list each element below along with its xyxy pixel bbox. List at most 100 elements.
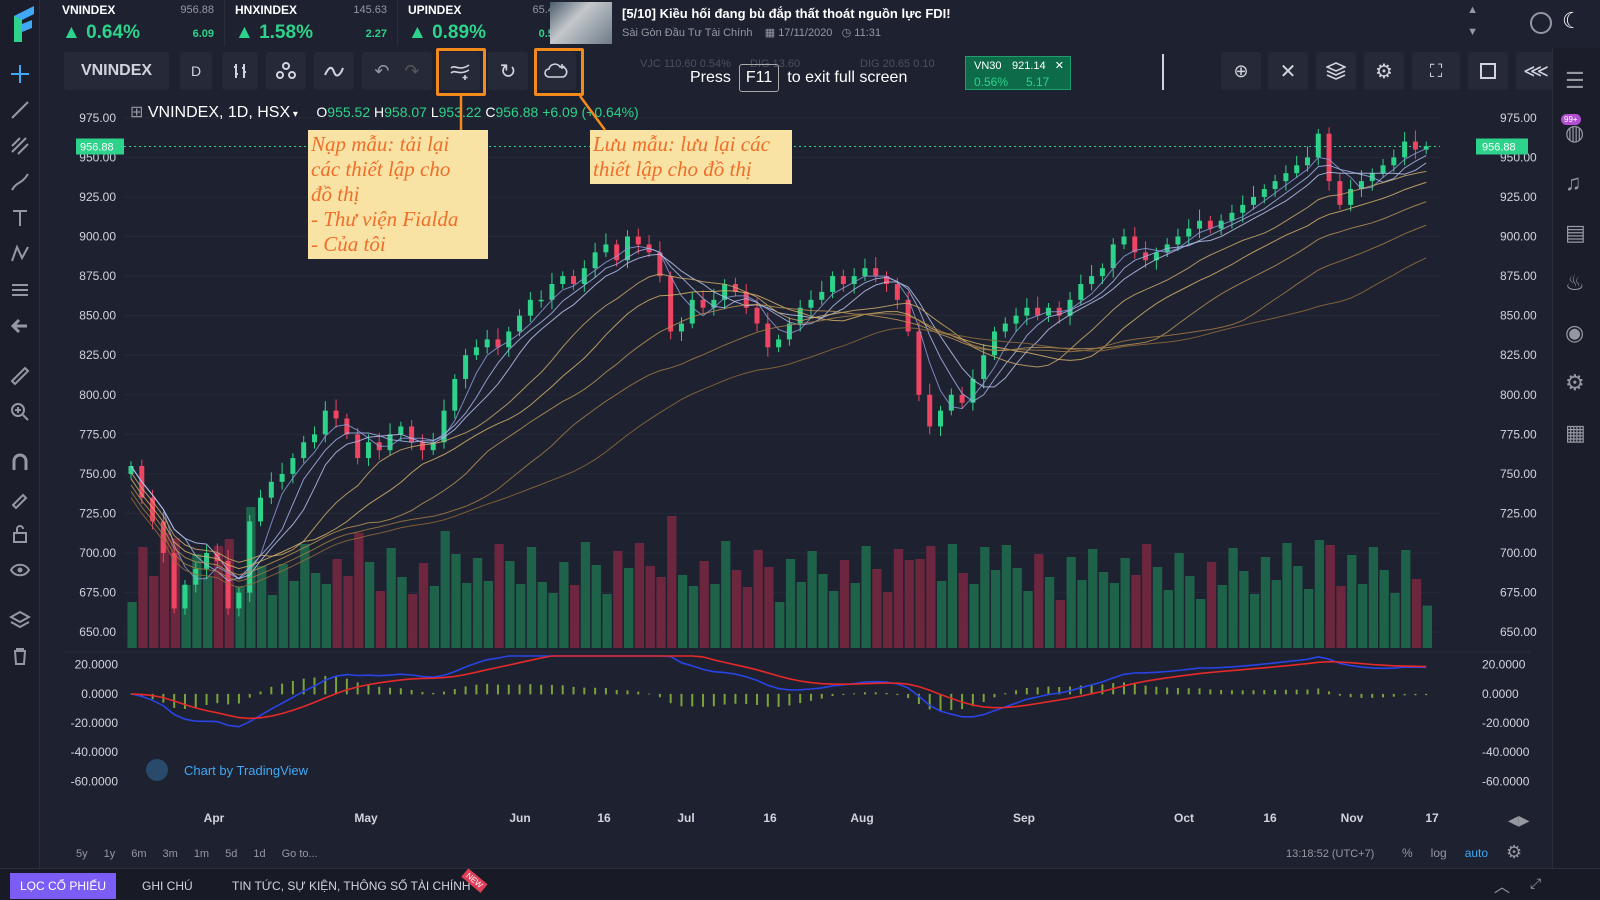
bell-icon[interactable]: ♫ — [1565, 170, 1582, 195]
news-ticker[interactable]: [5/10] Kiều hối đang bù đắp thất thoát n… — [550, 0, 1492, 46]
zoom-in-icon[interactable] — [6, 398, 34, 426]
bar-style-icon[interactable] — [222, 52, 258, 90]
ma-line — [130, 224, 1427, 582]
range-6[interactable]: 1d — [253, 848, 266, 860]
vn30-close-icon[interactable]: ✕ — [1054, 60, 1064, 72]
compare-icon[interactable] — [266, 52, 306, 90]
object-tree-icon[interactable] — [1316, 52, 1356, 90]
range-4[interactable]: 1m — [193, 848, 210, 860]
scale-option[interactable]: % — [1402, 846, 1413, 860]
ruler-icon[interactable] — [6, 362, 34, 390]
magnet-icon[interactable] — [6, 448, 34, 476]
layers-icon[interactable] — [6, 606, 34, 634]
volume-bar — [818, 574, 828, 648]
news-headline[interactable]: [5/10] Kiều hối đang bù đắp thất thoát n… — [622, 6, 951, 21]
interval-button[interactable]: D — [180, 52, 212, 90]
news-up-icon[interactable]: ▲ — [1467, 4, 1478, 16]
vn30-ticker[interactable]: VN30 921.14 ✕ 0.56% 5.17 — [965, 56, 1071, 90]
scroll-arrows-icon[interactable]: ◀▶ — [1508, 812, 1530, 828]
trash-icon[interactable] — [6, 642, 34, 670]
ticker-vnindex[interactable]: VNINDEX 956.88 ▲ 0.64% 6.09 — [52, 0, 225, 46]
save-template-icon[interactable] — [536, 52, 576, 90]
theme-dark-icon[interactable]: ☾ — [1562, 8, 1582, 33]
chart-settings-icon[interactable]: ⚙ — [1506, 842, 1523, 862]
range-3[interactable]: 3m — [162, 848, 178, 860]
clipboard-icon[interactable]: ▤ — [1565, 220, 1586, 245]
redo-icon[interactable]: ↷ — [404, 60, 420, 81]
last-price-label-left: 956.88 — [80, 142, 114, 154]
indicators-icon[interactable] — [314, 52, 354, 90]
calendar-grid-icon[interactable]: ▦ — [1565, 420, 1586, 445]
trend-line-icon[interactable] — [6, 96, 34, 124]
eye-icon[interactable] — [6, 556, 34, 584]
chat-icon[interactable]: ◉ — [1565, 320, 1585, 345]
ticker-change: 2.27 — [365, 28, 387, 40]
candle-body — [970, 378, 976, 403]
candle-body — [538, 299, 544, 302]
reset-icon[interactable]: ↻ — [488, 52, 528, 90]
close-icon[interactable]: ✕ — [1268, 52, 1308, 90]
legend-open: 955.52 — [327, 104, 371, 120]
pattern-icon[interactable] — [6, 240, 34, 268]
arrow-left-icon[interactable] — [6, 312, 34, 340]
scale-option[interactable]: log — [1430, 846, 1447, 860]
price-tick-left: 950.00 — [79, 150, 116, 164]
text-tool-icon[interactable] — [6, 204, 34, 232]
undo-icon[interactable]: ↶ — [374, 60, 390, 81]
symbol-search-button[interactable]: VNINDEX — [64, 52, 169, 90]
ticker-hnxindex[interactable]: HNXINDEX 145.63 ▲ 1.58% 2.27 — [225, 0, 398, 46]
volume-bar — [688, 586, 699, 648]
volume-bar — [1293, 566, 1303, 648]
gear-icon[interactable]: ⚙ — [1565, 370, 1585, 395]
volume-bar — [634, 543, 645, 648]
load-template-icon[interactable] — [440, 52, 480, 90]
collapse-panel-icon[interactable]: ︿ — [1494, 879, 1511, 896]
scale-option[interactable]: auto — [1464, 846, 1489, 860]
range-7[interactable]: Go to... — [281, 848, 318, 860]
tab-news-events[interactable]: TIN TỨC, SỰ KIỆN, THÔNG SỐ TÀI CHÍNH — [232, 879, 471, 893]
settings-icon[interactable]: ⚙ — [1364, 52, 1404, 90]
fib-icon[interactable] — [6, 132, 34, 160]
candle-body — [1348, 189, 1354, 205]
prediction-icon[interactable] — [6, 276, 34, 304]
snapshot-icon[interactable] — [1468, 52, 1508, 90]
candle-body — [182, 584, 188, 609]
volume-bar — [451, 554, 461, 648]
range-0[interactable]: 5y — [76, 848, 88, 860]
range-2[interactable]: 6m — [131, 848, 147, 860]
theme-light-icon[interactable] — [1530, 12, 1552, 34]
volume-bar — [321, 584, 332, 648]
news-down-icon[interactable]: ▼ — [1467, 26, 1478, 38]
fullscreen-icon[interactable]: ⛶ — [1412, 52, 1460, 90]
globe-icon[interactable]: ◍ 99+ — [1561, 114, 1591, 146]
share-icon[interactable]: ⋘ — [1516, 52, 1556, 90]
add-alert-icon[interactable]: ⊕ — [1221, 52, 1261, 90]
ma-line — [130, 257, 1427, 589]
fire-icon[interactable]: ♨ — [1565, 270, 1585, 295]
lock-drawing-icon[interactable] — [6, 484, 34, 512]
tab-notes[interactable]: GHI CHÚ — [142, 879, 193, 893]
tab-stock-filter[interactable]: LỌC CỔ PHIẾU — [10, 873, 117, 899]
volume-bar — [1260, 557, 1271, 648]
macd-hist — [637, 691, 640, 695]
macd-hist — [1090, 684, 1093, 695]
price-tick-left: 925.00 — [79, 190, 116, 204]
brush-icon[interactable] — [6, 168, 34, 196]
watchlist-icon[interactable]: ☰ — [1565, 68, 1585, 93]
range-5[interactable]: 5d — [225, 848, 238, 860]
crosshair-icon[interactable] — [6, 60, 34, 88]
legend-toggle-icon[interactable]: ⊞ — [130, 104, 144, 121]
lock-icon[interactable] — [6, 520, 34, 548]
volume-bar — [1411, 579, 1422, 648]
time-tick: May — [354, 811, 378, 825]
price-tick-right: 850.00 — [1500, 309, 1537, 323]
legend-title[interactable]: VNINDEX, 1D, HSX — [147, 104, 291, 121]
range-1[interactable]: 1y — [103, 848, 116, 860]
last-price-label-right: 956.88 — [1482, 142, 1516, 154]
macd-hist — [658, 693, 661, 698]
volume-bar — [1217, 585, 1227, 648]
maximize-panel-icon[interactable]: ⤢ — [1530, 875, 1542, 891]
candle-body — [614, 244, 620, 261]
